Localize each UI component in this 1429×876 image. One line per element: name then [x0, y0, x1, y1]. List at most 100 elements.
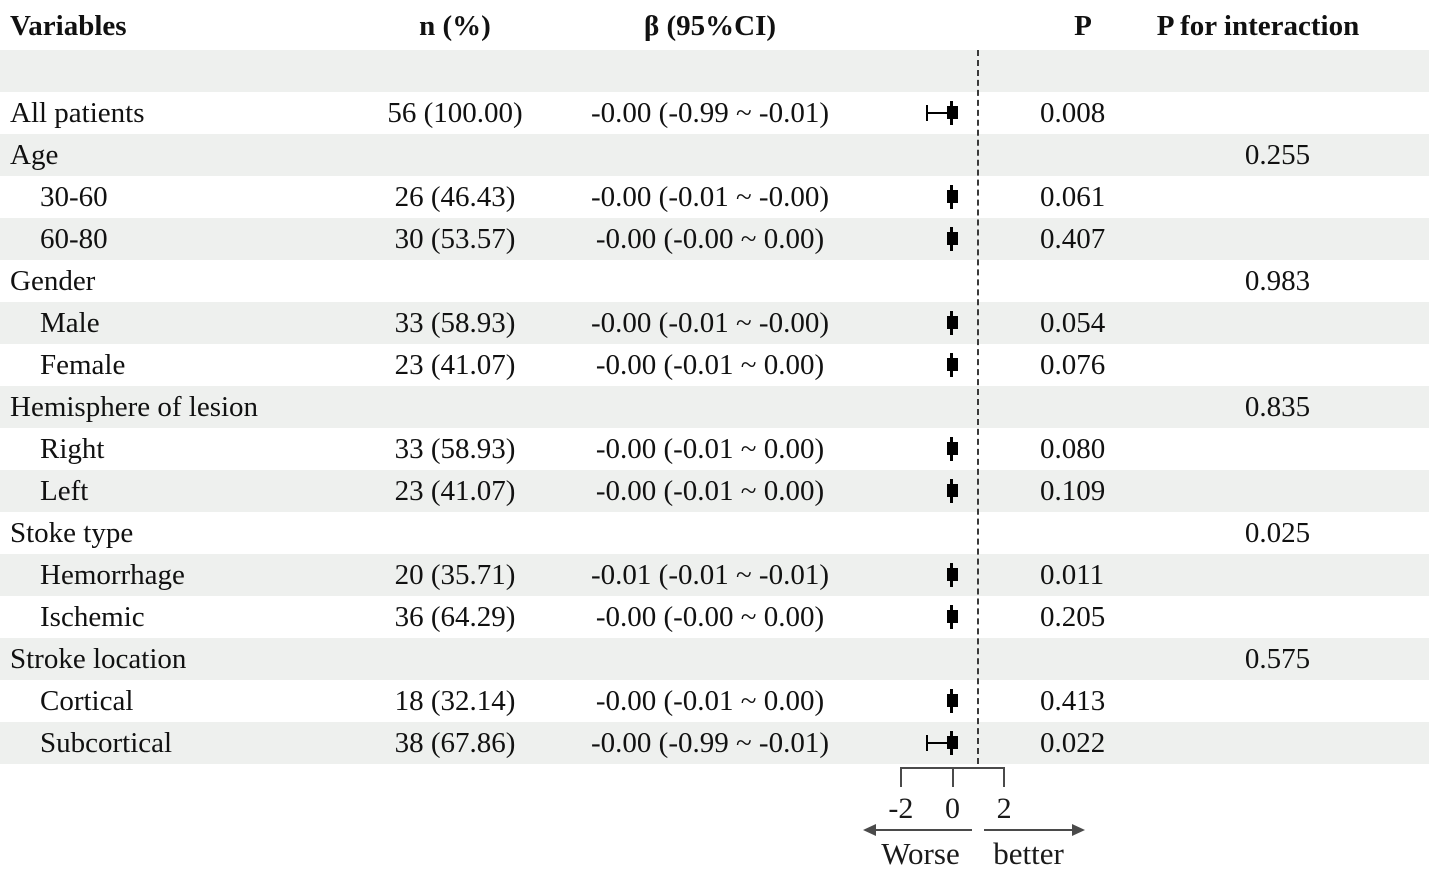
p-value: 0.413 — [1040, 685, 1106, 717]
beta-ci-value: -0.00 (-0.99 ~ -0.01) — [591, 97, 829, 129]
table-row: Left 23 (41.07) -0.00 (-0.01 ~ 0.00) 0.109 — [0, 470, 1429, 512]
p-value: 0.205 — [1040, 601, 1106, 633]
beta-ci-value: -0.00 (-0.01 ~ -0.00) — [591, 307, 829, 339]
table-row: Female 23 (41.07) -0.00 (-0.01 ~ 0.00) 0.07… — [0, 344, 1429, 386]
beta-ci-value: -0.00 (-0.99 ~ -0.01) — [591, 727, 829, 759]
point-estimate-marker — [947, 190, 958, 203]
p-value: 0.109 — [1040, 475, 1106, 507]
variable-label: Subcortical — [40, 727, 173, 759]
variable-label: Gender — [10, 265, 96, 297]
table-row: Gender 0.983 — [0, 260, 1429, 302]
axis-tick-label: 2 — [996, 792, 1012, 825]
variable-label: Left — [40, 475, 89, 507]
n-percent-value: 20 (35.71) — [394, 559, 516, 591]
beta-ci-value: -0.00 (-0.01 ~ 0.00) — [595, 349, 825, 381]
axis-tick-label: -2 — [888, 792, 914, 825]
point-estimate-marker — [947, 484, 958, 497]
beta-ci-value: -0.00 (-0.00 ~ 0.00) — [595, 223, 825, 255]
n-percent-value: 33 (58.93) — [394, 433, 516, 465]
variable-label: Age — [10, 139, 59, 171]
p-interaction-value: 0.983 — [1244, 265, 1311, 297]
variable-label: Stroke location — [10, 643, 187, 675]
ci-left-cap — [925, 105, 928, 121]
beta-ci-value: -0.00 (-0.00 ~ 0.00) — [595, 601, 825, 633]
p-value: 0.407 — [1040, 223, 1106, 255]
beta-ci-value: -0.00 (-0.01 ~ 0.00) — [595, 475, 825, 507]
table-header-row: Variables n (%) β (95%CI) P P for intera… — [0, 0, 1429, 50]
variable-label: Cortical — [40, 685, 134, 717]
p-interaction-value: 0.255 — [1244, 139, 1311, 171]
variable-label: Hemisphere of lesion — [10, 391, 259, 423]
p-interaction-value: 0.025 — [1244, 517, 1311, 549]
point-estimate-marker — [947, 106, 958, 119]
table-row: Age 0.255 — [0, 134, 1429, 176]
worse-arrow-head — [862, 824, 876, 836]
p-value: 0.080 — [1040, 433, 1106, 465]
n-percent-value: 23 (41.07) — [394, 475, 516, 507]
table-row: Cortical 18 (32.14) -0.00 (-0.01 ~ 0.00) 0.… — [0, 680, 1429, 722]
table-row: Hemisphere of lesion 0.835 — [0, 386, 1429, 428]
worse-arrow-line — [874, 829, 972, 831]
axis-tick-mark — [899, 767, 902, 787]
variable-label: 30-60 — [40, 181, 108, 213]
ci-left-cap — [925, 735, 928, 751]
beta-ci-value: -0.00 (-0.01 ~ 0.00) — [595, 685, 825, 717]
axis-tick-mark — [1003, 767, 1006, 787]
column-header-variables: Variables — [10, 10, 127, 42]
beta-ci-value: -0.00 (-0.01 ~ 0.00) — [595, 433, 825, 465]
table-row: Stoke type 0.025 — [0, 512, 1429, 554]
better-arrow-line — [983, 829, 1073, 831]
ci-whisker — [926, 112, 953, 114]
n-percent-value: 30 (53.57) — [394, 223, 516, 255]
column-header-n-percent: n (%) — [419, 10, 491, 42]
n-percent-value: 56 (100.00) — [387, 97, 523, 129]
variable-label: Stoke type — [10, 517, 134, 549]
variable-label: Female — [40, 349, 126, 381]
variable-label: Ischemic — [40, 601, 145, 633]
point-estimate-marker — [947, 232, 958, 245]
axis-tick-label: 0 — [945, 792, 960, 825]
ci-whisker — [926, 742, 953, 744]
variable-label: Right — [40, 433, 105, 465]
point-estimate-marker — [947, 736, 958, 749]
zero-reference-dashed-line — [977, 50, 979, 764]
point-estimate-marker — [947, 694, 958, 707]
table-row: All patients 56 (100.00) -0.00 (-0.99 ~ -0… — [0, 92, 1429, 134]
point-estimate-marker — [947, 442, 958, 455]
table-row: Stroke location 0.575 — [0, 638, 1429, 680]
table-body: All patients 56 (100.00) -0.00 (-0.99 ~ -0… — [0, 50, 1429, 764]
table-row: Right 33 (58.93) -0.00 (-0.01 ~ 0.00) 0.080 — [0, 428, 1429, 470]
point-estimate-marker — [947, 316, 958, 329]
p-value: 0.054 — [1040, 307, 1106, 339]
point-estimate-marker — [947, 610, 958, 623]
better-arrow-head — [1071, 824, 1085, 836]
p-value: 0.011 — [1040, 559, 1105, 591]
axis-direction-label-better: better — [993, 836, 1064, 871]
beta-ci-value: -0.00 (-0.01 ~ -0.00) — [591, 181, 829, 213]
p-value: 0.022 — [1040, 727, 1106, 759]
table-row: Subcortical 38 (67.86) -0.00 (-0.99 ~ -0.0… — [0, 722, 1429, 764]
point-estimate-marker — [947, 358, 958, 371]
table-row: Hemorrhage 20 (35.71) -0.01 (-0.01 ~ -0.01… — [0, 554, 1429, 596]
n-percent-value: 36 (64.29) — [394, 601, 516, 633]
table-row: 60-80 30 (53.57) -0.00 (-0.00 ~ 0.00) 0.407 — [0, 218, 1429, 260]
axis-direction-label-worse: Worse — [881, 836, 960, 871]
point-estimate-marker — [946, 568, 958, 581]
n-percent-value: 18 (32.14) — [394, 685, 516, 717]
p-value: 0.008 — [1040, 97, 1106, 129]
column-header-beta-ci: β (95%CI) — [643, 10, 777, 42]
variable-label: All patients — [10, 97, 145, 129]
column-header-p-interaction: P for interaction — [1156, 10, 1360, 42]
p-value: 0.076 — [1040, 349, 1106, 381]
table-row: Ischemic 36 (64.29) -0.00 (-0.00 ~ 0.00) 0.… — [0, 596, 1429, 638]
n-percent-value: 38 (67.86) — [394, 727, 516, 759]
variable-label: Male — [40, 307, 100, 339]
column-header-p: P — [1074, 10, 1092, 42]
p-interaction-value: 0.835 — [1244, 391, 1311, 423]
n-percent-value: 33 (58.93) — [394, 307, 516, 339]
variable-label: 60-80 — [40, 223, 108, 255]
p-value: 0.061 — [1040, 181, 1106, 213]
spacer-row — [0, 50, 1429, 92]
n-percent-value: 23 (41.07) — [394, 349, 516, 381]
